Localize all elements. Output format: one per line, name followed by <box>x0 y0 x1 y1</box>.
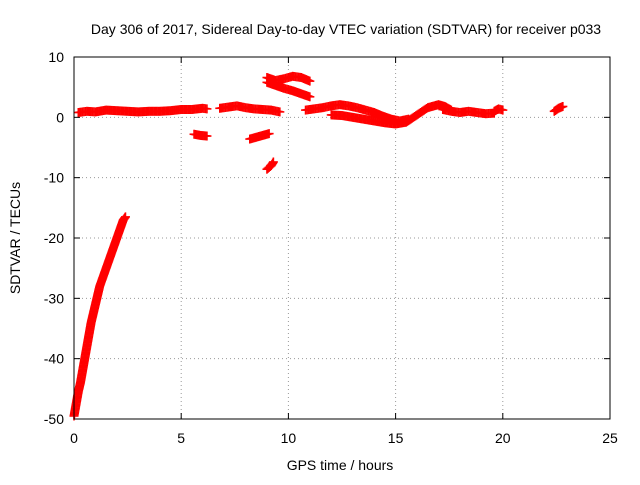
axis-ticks: 0 5 10 15 20 25 10 0 -10 -20 -30 -40 -50 <box>44 49 618 446</box>
data-point <box>558 101 568 111</box>
x-tick-label: 0 <box>70 430 78 446</box>
data-point <box>305 92 315 102</box>
data-point <box>73 379 85 397</box>
series-track-baseline-a <box>73 103 212 118</box>
data-point <box>343 101 361 112</box>
y-tick-label: 10 <box>48 49 64 65</box>
series-track-baseline-b <box>215 101 285 117</box>
x-tick-label: 10 <box>281 430 297 446</box>
series-track-end <box>549 101 568 116</box>
data-point <box>275 107 285 117</box>
y-tick-label: 0 <box>56 109 64 125</box>
data-point <box>202 104 212 114</box>
data-point <box>165 105 185 116</box>
y-tick-label: -50 <box>44 411 64 427</box>
data-point <box>86 310 98 327</box>
series-track-low-a <box>189 129 212 141</box>
grid <box>74 57 610 419</box>
data-point <box>268 157 278 167</box>
x-axis-label: GPS time / hours <box>287 457 394 473</box>
series-track-late-a <box>438 104 499 119</box>
data-point <box>99 264 111 279</box>
chart-title: Day 306 of 2017, Sidereal Day-to-day VTE… <box>91 21 601 37</box>
y-tick-label: -10 <box>44 170 64 186</box>
x-tick-label: 25 <box>602 430 618 446</box>
data-point <box>75 367 87 388</box>
y-tick-label: -40 <box>44 351 64 367</box>
series-track-late-b <box>489 104 508 116</box>
y-tick-label: -20 <box>44 230 64 246</box>
x-tick-label: 5 <box>177 430 185 446</box>
y-axis-label: SDTVAR / TECUs <box>7 182 23 294</box>
data-point <box>120 212 130 222</box>
data-point <box>288 86 305 98</box>
data-point <box>498 105 508 115</box>
x-tick-label: 20 <box>495 430 511 446</box>
y-tick-label: -30 <box>44 290 64 306</box>
data-point <box>305 76 315 86</box>
series-track-low-b <box>245 129 274 144</box>
series-track-early-drop <box>69 212 130 421</box>
data-points <box>69 71 568 421</box>
series-track-dip <box>262 157 278 174</box>
data-point <box>202 131 212 141</box>
series-track-high-b <box>262 77 315 102</box>
data-point <box>264 129 274 139</box>
data-point <box>232 101 249 112</box>
series-track-high-a <box>262 71 315 86</box>
x-tick-label: 15 <box>388 430 404 446</box>
